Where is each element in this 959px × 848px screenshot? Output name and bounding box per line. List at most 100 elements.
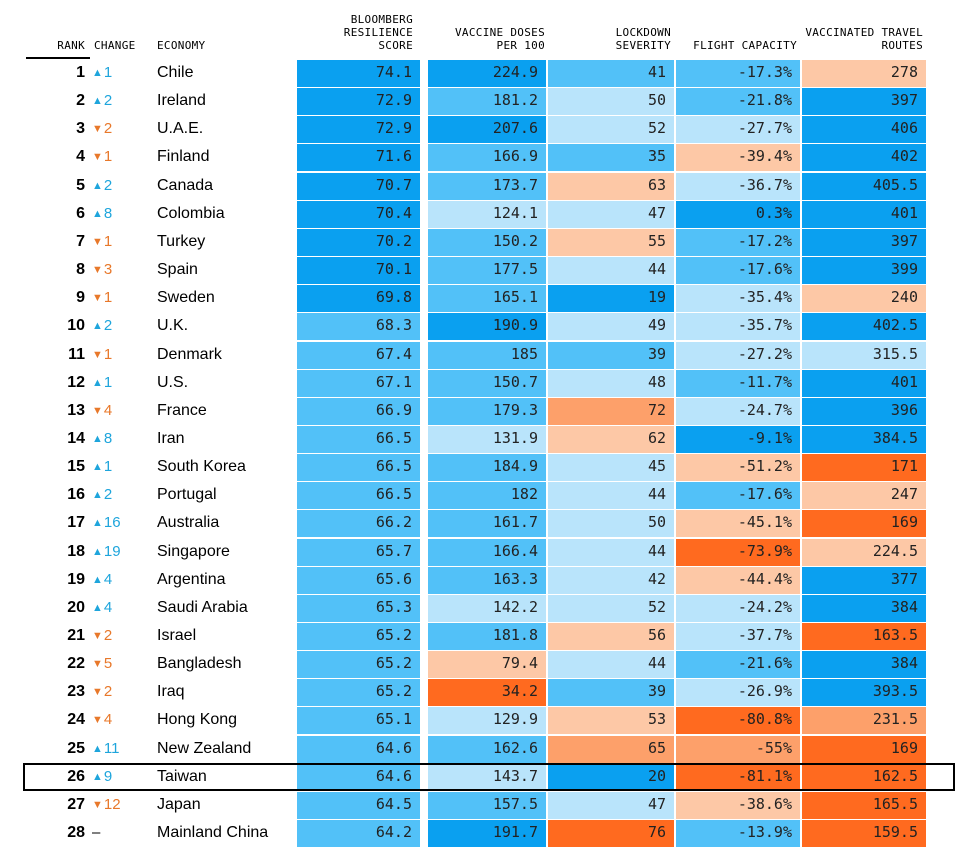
arrow-up-icon: ▲ [92,770,103,783]
lockdown-cell: 47 [548,200,674,228]
rank-cell: 10 [67,317,85,335]
flight-cell: -27.7% [676,116,800,144]
table-row[interactable]: 5 ▲2 Canada 70.7 173.7 63 -36.7% 405.5 [0,172,959,201]
routes-cell: 406 [802,116,926,144]
arrow-down-icon: ▼ [92,686,103,699]
flight-cell: -24.2% [676,594,800,622]
flight-cell: -37.7% [676,623,800,650]
table-row[interactable]: 25 ▲11 New Zealand 64.6 162.6 65 -55% 169 [0,735,959,764]
table-row[interactable]: 23 ▼2 Iraq 65.2 34.2 39 -26.9% 393.5 [0,679,959,707]
score-cell: 64.6 [297,735,420,763]
economy-cell: U.K. [157,317,189,335]
lockdown-cell: 44 [548,538,674,566]
flight-cell: -73.9% [676,538,800,566]
vaccine-cell: 161.7 [428,510,546,538]
table-row[interactable]: 16 ▲2 Portugal 66.5 182 44 -17.6% 247 [0,482,959,510]
table-row[interactable]: 28– Mainland China 64.2 191.7 76 -13.9% 159.5 [0,820,959,848]
header-change[interactable]: CHANGE [94,39,136,52]
score-cell: 68.3 [297,313,420,341]
flight-cell: -55% [676,735,800,763]
table-row[interactable]: 6 ▲8 Colombia 70.4 124.1 47 0.3% 401 [0,200,959,229]
lockdown-cell: 19 [548,285,674,313]
arrow-up-icon: ▲ [92,573,103,586]
score-cell: 72.9 [297,88,420,116]
table-row[interactable]: 24 ▼4 Hong Kong 65.1 129.9 53 -80.8% 231.5 [0,707,959,735]
rank-cell: 20 [67,598,85,616]
header-rank[interactable]: RANK [57,39,85,52]
rank-cell: 26 [67,767,85,785]
economy-cell: New Zealand [157,739,252,757]
flight-cell: -17.6% [676,482,800,510]
vaccine-cell: 150.2 [428,228,546,256]
score-cell: 64.2 [297,820,420,848]
routes-cell: 165.5 [802,791,926,819]
change-cell: ▲8 [92,426,112,454]
rank-cell: 1 [76,64,85,81]
arrow-up-icon: ▲ [92,67,103,79]
header-lockdown-severity[interactable]: LOCKDOWN SEVERITY [615,26,671,52]
change-cell: ▲8 [92,201,112,229]
table-row[interactable]: 15 ▲1 South Korea 66.5 184.9 45 -51.2% 171 [0,454,959,482]
vaccine-cell: 179.3 [428,397,546,425]
table-row[interactable]: 12 ▲1 U.S. 67.1 150.7 48 -11.7% 401 [0,369,959,398]
flight-cell: 0.3% [676,200,800,228]
table-row[interactable]: 13 ▼4 France 66.9 179.3 72 -24.7% 396 [0,397,959,426]
lockdown-cell: 50 [548,88,674,116]
table-row[interactable]: 8 ▼3 Spain 70.1 177.5 44 -17.6% 399 [0,257,959,285]
change-cell: ▲2 [92,482,112,510]
change-value: 2 [103,176,113,194]
change-cell: ▼2 [92,679,112,707]
lockdown-cell: 56 [548,623,674,650]
economy-cell: Denmark [157,345,222,363]
routes-cell: 169 [802,510,926,538]
lockdown-cell: 49 [548,313,674,341]
flight-cell: -17.6% [676,257,800,285]
economy-cell: Chile [157,64,194,81]
change-cell: ▼1 [92,285,112,313]
table-row[interactable]: 14 ▲8 Iran 66.5 131.9 62 -9.1% 384.5 [0,425,959,454]
header-economy[interactable]: ECONOMY [157,39,206,52]
routes-cell: 401 [802,369,926,397]
table-row[interactable]: 7 ▼1 Turkey 70.2 150.2 55 -17.2% 397 [0,228,959,257]
rank-cell: 2 [76,92,85,110]
header-resilience-score[interactable]: BLOOMBERG RESILIENCE SCORE [343,13,413,52]
change-cell: ▲16 [92,510,121,538]
routes-cell: 315.5 [802,341,926,369]
header-vaccine-doses[interactable]: VACCINE DOSES PER 100 [455,26,545,52]
table-row[interactable]: 27 ▼12 Japan 64.5 157.5 47 -38.6% 165.5 [0,791,959,820]
score-cell: 65.2 [297,679,420,707]
vaccine-cell: 224.9 [428,60,546,87]
table-row[interactable]: 22 ▼5 Bangladesh 65.2 79.4 44 -21.6% 384 [0,651,959,679]
economy-cell: Iraq [157,683,185,701]
table-row[interactable]: 21 ▼2 Israel 65.2 181.8 56 -37.7% 163.5 [0,623,959,651]
table-row[interactable]: 20 ▲4 Saudi Arabia 65.3 142.2 52 -24.2% 384 [0,594,959,623]
header-vaccinated-routes[interactable]: VACCINATED TRAVEL ROUTES [805,26,923,52]
table-row[interactable]: 2 ▲2 Ireland 72.9 181.2 50 -21.8% 397 [0,88,959,116]
arrow-down-icon: ▼ [92,348,103,361]
change-value: 4 [103,598,113,616]
lockdown-cell: 44 [548,482,674,510]
routes-cell: 162.5 [802,763,926,791]
table-row[interactable]: 1 ▲1 Chile 74.1 224.9 41 -17.3% 278 [0,60,959,88]
routes-cell: 163.5 [802,623,926,650]
score-cell: 70.2 [297,228,420,256]
table-row[interactable]: 17 ▲16 Australia 66.2 161.7 50 -45.1% 169 [0,510,959,538]
header-flight-capacity[interactable]: FLIGHT CAPACITY [693,39,797,52]
lockdown-cell: 76 [548,820,674,848]
table-row[interactable]: 26 ▲9 Taiwan 64.6 143.7 20 -81.1% 162.5 [0,763,959,792]
routes-cell: 393.5 [802,679,926,707]
routes-cell: 384 [802,651,926,679]
table-row[interactable]: 19 ▲4 Argentina 65.6 163.3 42 -44.4% 377 [0,566,959,595]
table-row[interactable]: 18 ▲19 Singapore 65.7 166.4 44 -73.9% 224.5 [0,538,959,567]
table-row[interactable]: 11 ▼1 Denmark 67.4 185 39 -27.2% 315.5 [0,341,959,370]
economy-cell: Iran [157,429,185,447]
table-row[interactable]: 3 ▼2 U.A.E. 72.9 207.6 52 -27.7% 406 [0,116,959,144]
flight-cell: -35.7% [676,313,800,341]
vaccine-cell: 163.3 [428,566,546,594]
table-row[interactable]: 9 ▼1 Sweden 69.8 165.1 19 -35.4% 240 [0,285,959,313]
routes-cell: 278 [802,60,926,87]
table-row[interactable]: 10 ▲2 U.K. 68.3 190.9 49 -35.7% 402.5 [0,313,959,341]
rank-cell: 8 [76,261,85,279]
table-row[interactable]: 4 ▼1 Finland 71.6 166.9 35 -39.4% 402 [0,144,959,172]
economy-cell: Ireland [157,92,206,110]
